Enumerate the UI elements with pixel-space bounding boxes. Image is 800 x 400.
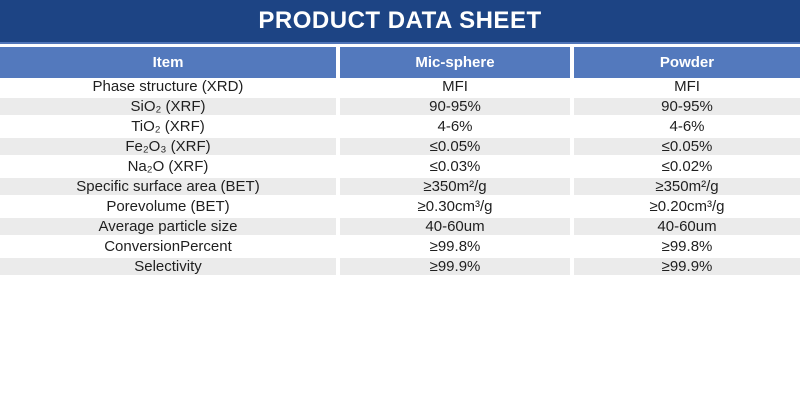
data-table: Item Mic-sphere Powder Phase structure (… bbox=[0, 44, 800, 278]
column-header-mic-sphere: Mic-sphere bbox=[336, 47, 570, 78]
page-title: PRODUCT DATA SHEET bbox=[258, 7, 542, 34]
item-cell: TiO₂ (XRF) bbox=[131, 118, 205, 135]
item-cell: Fe₂O₃ (XRF) bbox=[125, 138, 211, 155]
column-header-item: Item bbox=[152, 54, 184, 71]
item-cell: Selectivity bbox=[134, 258, 202, 275]
table-row: Specific surface area (BET) ≥350m²/g ≥35… bbox=[0, 178, 800, 198]
table-body: Phase structure (XRD) MFI MFI SiO₂ (XRF)… bbox=[0, 78, 800, 278]
powder-cell: 90-95% bbox=[570, 98, 800, 115]
powder-cell: ≥350m²/g bbox=[570, 178, 800, 195]
title-banner: PRODUCT DATA SHEET bbox=[0, 0, 800, 44]
table-row: Na₂O (XRF) ≤0.03% ≤0.02% bbox=[0, 158, 800, 178]
powder-cell: 4-6% bbox=[570, 118, 800, 135]
table-header-row: Item Mic-sphere Powder bbox=[0, 47, 800, 78]
column-header-powder: Powder bbox=[570, 47, 800, 78]
mic-sphere-cell: ≥350m²/g bbox=[336, 178, 570, 195]
mic-sphere-cell: ≤0.05% bbox=[336, 138, 570, 155]
item-cell: Specific surface area (BET) bbox=[76, 178, 260, 195]
powder-cell: 40-60um bbox=[570, 218, 800, 235]
mic-sphere-cell: ≥99.8% bbox=[336, 238, 570, 255]
table-row: TiO₂ (XRF) 4-6% 4-6% bbox=[0, 118, 800, 138]
table-row: SiO₂ (XRF) 90-95% 90-95% bbox=[0, 98, 800, 118]
mic-sphere-cell: 4-6% bbox=[336, 118, 570, 135]
table-row: Porevolume (BET) ≥0.30cm³/g ≥0.20cm³/g bbox=[0, 198, 800, 218]
table-row: Phase structure (XRD) MFI MFI bbox=[0, 78, 800, 98]
table-row: ConversionPercent ≥99.8% ≥99.8% bbox=[0, 238, 800, 258]
mic-sphere-cell: ≥0.30cm³/g bbox=[336, 198, 570, 215]
powder-cell: MFI bbox=[570, 78, 800, 95]
item-cell: SiO₂ (XRF) bbox=[130, 98, 206, 115]
item-cell: Average particle size bbox=[98, 218, 238, 235]
powder-cell: ≥0.20cm³/g bbox=[570, 198, 800, 215]
item-cell: Na₂O (XRF) bbox=[127, 158, 209, 175]
powder-cell: ≥99.9% bbox=[570, 258, 800, 275]
table-row: Selectivity ≥99.9% ≥99.9% bbox=[0, 258, 800, 278]
mic-sphere-cell: 90-95% bbox=[336, 98, 570, 115]
powder-cell: ≤0.05% bbox=[570, 138, 800, 155]
mic-sphere-cell: MFI bbox=[336, 78, 570, 95]
table-row: Fe₂O₃ (XRF) ≤0.05% ≤0.05% bbox=[0, 138, 800, 158]
powder-cell: ≥99.8% bbox=[570, 238, 800, 255]
mic-sphere-cell: 40-60um bbox=[336, 218, 570, 235]
item-cell: Phase structure (XRD) bbox=[92, 78, 244, 95]
mic-sphere-cell: ≤0.03% bbox=[336, 158, 570, 175]
mic-sphere-cell: ≥99.9% bbox=[336, 258, 570, 275]
powder-cell: ≤0.02% bbox=[570, 158, 800, 175]
item-cell: Porevolume (BET) bbox=[106, 198, 230, 215]
table-row: Average particle size 40-60um 40-60um bbox=[0, 218, 800, 238]
item-cell: ConversionPercent bbox=[104, 238, 232, 255]
